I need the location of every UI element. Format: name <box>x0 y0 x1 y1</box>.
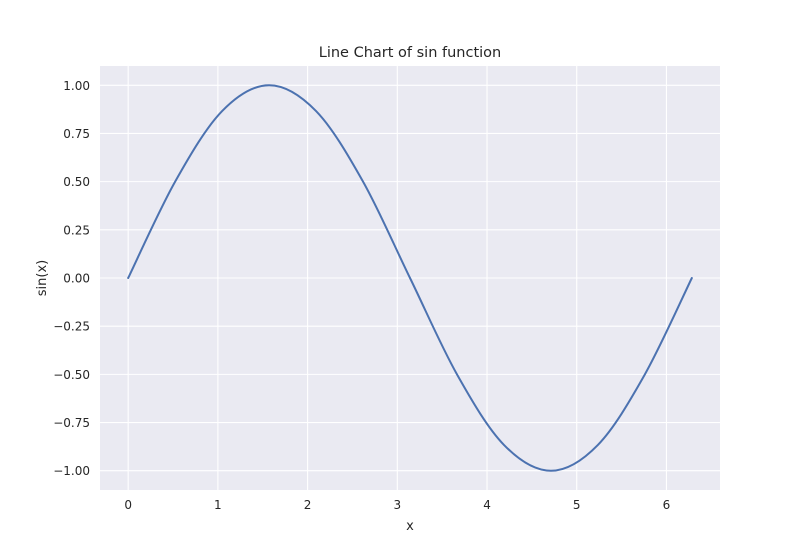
x-tick-label: 4 <box>483 498 491 512</box>
x-tick-label: 5 <box>573 498 581 512</box>
y-tick-label: 0.00 <box>63 272 90 286</box>
y-tick-label: −1.00 <box>53 464 90 478</box>
x-tick-label: 2 <box>304 498 312 512</box>
x-tick-label: 0 <box>124 498 132 512</box>
x-axis-label: x <box>406 519 414 534</box>
sin-series-line <box>127 84 693 472</box>
y-tick-label: −0.50 <box>53 368 90 382</box>
y-tick-label: −0.75 <box>53 416 90 430</box>
y-axis-ticks: −1.00 −0.75 −0.50 −0.25 0.00 0.25 0.50 0.75 1.00 <box>53 79 90 478</box>
grid-lines <box>100 66 720 490</box>
series-layer <box>127 84 693 472</box>
y-axis-label: sin(x) <box>35 260 50 296</box>
y-tick-label: 0.75 <box>63 127 90 141</box>
y-tick-label: 1.00 <box>63 79 90 93</box>
chart-title: Line Chart of sin function <box>319 45 501 61</box>
x-tick-label: 3 <box>393 498 401 512</box>
x-tick-label: 1 <box>214 498 222 512</box>
x-tick-label: 6 <box>663 498 671 512</box>
y-tick-label: 0.50 <box>63 175 90 189</box>
y-tick-label: −0.25 <box>53 320 90 334</box>
x-axis-ticks: 0 1 2 3 4 5 6 <box>124 498 670 512</box>
y-tick-label: 0.25 <box>63 223 90 237</box>
